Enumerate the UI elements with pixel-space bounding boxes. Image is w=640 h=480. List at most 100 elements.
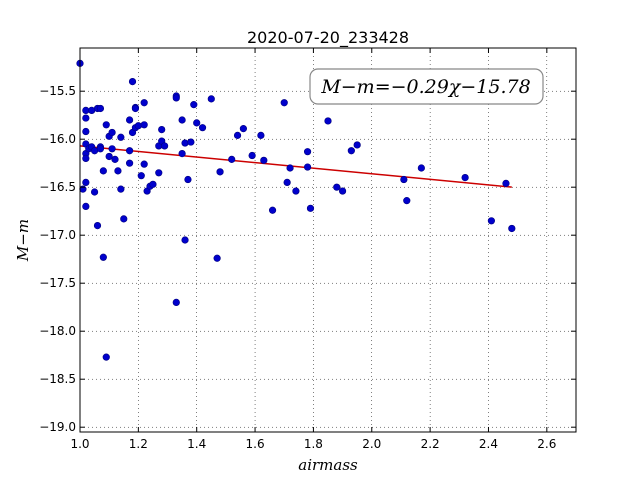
data-point [338, 187, 347, 195]
data-point [306, 204, 315, 212]
data-point [155, 169, 163, 177]
data-point [213, 254, 221, 262]
data-point [96, 145, 105, 153]
data-point [324, 117, 332, 125]
data-point [82, 202, 90, 210]
y-tick-label: −19.0 [39, 420, 76, 434]
x-tick-label: 2.0 [362, 437, 381, 451]
x-tick-label: 1.2 [129, 437, 148, 451]
data-point [248, 151, 256, 160]
fit-equation-box: M−m=−0.29χ−15.78 [309, 68, 544, 105]
data-point [487, 217, 495, 225]
x-tick-label: 2.6 [537, 437, 556, 451]
data-point [96, 104, 105, 113]
data-point [82, 114, 90, 122]
data-point [172, 298, 180, 307]
data-point [82, 154, 90, 162]
data-point [82, 127, 90, 136]
data-point [461, 174, 469, 182]
data-point [233, 131, 242, 139]
fit-line [79, 145, 512, 188]
data-point [140, 99, 148, 107]
data-point [502, 179, 510, 187]
equation-box-frame [309, 68, 544, 105]
data-point [134, 122, 142, 130]
y-tick-label: −17.0 [39, 228, 76, 242]
data-point [126, 147, 134, 155]
data-point [184, 175, 192, 184]
data-point [158, 126, 166, 134]
data-point [181, 139, 189, 147]
data-point [508, 224, 516, 233]
data-point [120, 215, 128, 223]
y-tick-label: −16.0 [39, 132, 76, 146]
data-point [117, 133, 125, 141]
fit-line-group [79, 145, 512, 188]
data-point [128, 77, 137, 86]
data-point [193, 119, 201, 127]
data-point [102, 353, 110, 361]
data-point [260, 156, 268, 164]
data-point [347, 147, 355, 155]
data-point [239, 125, 247, 133]
y-axis-label: M−m [14, 219, 32, 262]
data-point [283, 178, 291, 186]
data-point [161, 142, 169, 150]
data-point [292, 187, 300, 195]
data-point [228, 155, 236, 163]
data-point [268, 206, 277, 214]
data-point [126, 159, 134, 167]
data-point [149, 180, 157, 188]
data-point [140, 160, 148, 168]
x-tick-label: 1.8 [304, 437, 323, 451]
data-point [114, 167, 122, 175]
data-point [131, 104, 140, 113]
x-tick-label: 2.2 [421, 437, 440, 451]
data-point [117, 185, 125, 193]
plot-area [80, 48, 576, 432]
data-points [76, 59, 516, 361]
data-point [172, 94, 180, 102]
data-point [93, 222, 102, 230]
data-point [403, 197, 411, 205]
data-point [333, 183, 341, 191]
x-tick-label: 1.6 [246, 437, 265, 451]
y-tick-label: −15.5 [39, 84, 76, 98]
data-point [198, 124, 207, 132]
data-point [280, 99, 288, 107]
data-point [178, 116, 186, 124]
data-point [400, 175, 408, 184]
axis-ticks: 1.0 1.2 1.4 1.6 1.8 2.0 2.2 2.4 2.6 −15.5 −16.0 −16… [39, 48, 576, 451]
plot-frame [79, 47, 577, 433]
data-point [216, 168, 224, 176]
data-point [102, 121, 110, 129]
data-point [105, 152, 113, 161]
data-point [137, 172, 145, 180]
data-point [181, 236, 189, 244]
data-point [90, 188, 99, 196]
data-point [190, 101, 198, 109]
data-point [303, 148, 312, 156]
x-tick-label: 1.0 [70, 437, 89, 451]
y-tick-label: −18.0 [39, 324, 76, 338]
data-point [108, 145, 116, 153]
fit-equation: M−m=−0.29χ−15.78 [320, 76, 530, 98]
data-point [140, 121, 148, 129]
y-tick-label: −17.5 [39, 276, 76, 290]
data-point [353, 141, 361, 149]
data-point [99, 253, 107, 261]
data-point [82, 178, 90, 186]
y-tick-label: −18.5 [39, 372, 76, 386]
chart-title: 2020-07-20_233428 [247, 28, 409, 48]
data-point [187, 138, 195, 146]
data-point [99, 167, 107, 175]
grid [79, 48, 576, 432]
data-point [257, 131, 265, 139]
x-tick-label: 2.4 [479, 437, 498, 451]
y-tick-label: −16.5 [39, 180, 76, 194]
data-point [417, 164, 425, 172]
data-point [126, 116, 134, 124]
x-axis-label: airmass [298, 456, 358, 474]
data-point [108, 128, 116, 137]
